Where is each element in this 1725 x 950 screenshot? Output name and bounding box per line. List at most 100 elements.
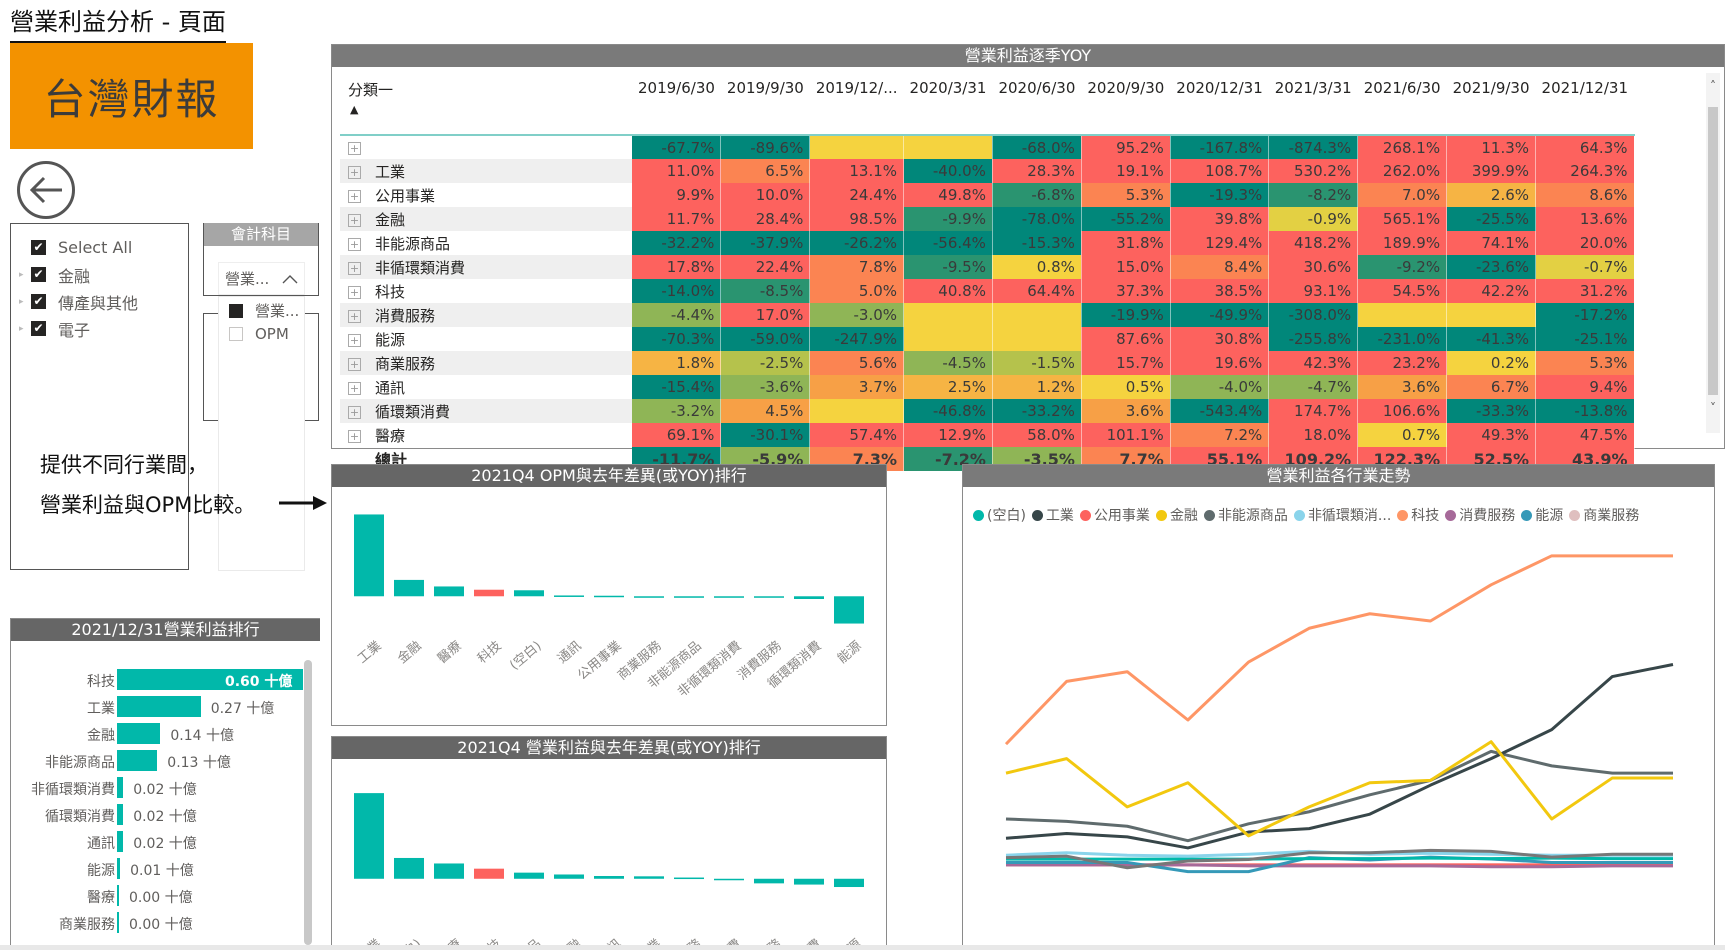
bar[interactable] <box>754 596 784 598</box>
expand-caret-icon[interactable]: ▸ <box>19 296 24 307</box>
bar-row[interactable]: 醫療 0.00 十億 <box>10 885 310 907</box>
legend-item[interactable]: 工業 <box>1031 505 1074 525</box>
expand-plus-icon[interactable]: + <box>348 237 361 251</box>
series-line[interactable] <box>1005 848 1673 870</box>
slicer-item[interactable]: ▸ ✔ 傳產與其他 <box>11 288 188 315</box>
legend-item[interactable]: 非循環類消... <box>1293 505 1391 525</box>
bar-row[interactable]: 能源 0.01 十億 <box>10 858 310 880</box>
bar[interactable] <box>117 723 161 744</box>
bar[interactable] <box>117 777 124 798</box>
checkbox[interactable]: ✔ <box>31 294 46 309</box>
scroll-up-icon[interactable]: ˄ <box>1710 79 1716 93</box>
bar[interactable] <box>394 857 424 879</box>
bar-row[interactable]: 商業服務 0.00 十億 <box>10 912 310 934</box>
bar[interactable] <box>834 878 864 888</box>
legend-item[interactable]: 非能源商品 <box>1203 505 1288 525</box>
bar-row[interactable]: 工業 0.27 十億 <box>10 696 310 718</box>
expand-plus-icon[interactable]: + <box>348 189 361 203</box>
bar[interactable] <box>554 874 584 879</box>
bar[interactable] <box>674 877 704 880</box>
bar[interactable] <box>794 878 824 885</box>
legend-item[interactable]: 科技 <box>1397 505 1439 525</box>
column-header[interactable]: 2020/6/30 <box>998 79 1076 97</box>
bar[interactable] <box>434 586 464 597</box>
legend-item[interactable]: (空白) <box>973 505 1026 525</box>
bar[interactable] <box>554 595 584 597</box>
dropdown-option[interactable]: OPM <box>219 322 304 345</box>
expand-plus-icon[interactable]: + <box>348 357 361 371</box>
bar[interactable] <box>514 872 544 879</box>
expand-plus-icon[interactable]: + <box>348 285 361 299</box>
bar[interactable] <box>117 804 124 825</box>
bar[interactable] <box>474 589 504 597</box>
column-header[interactable]: 2019/12/... <box>815 79 898 97</box>
series-line[interactable] <box>1005 740 1673 838</box>
legend-item[interactable]: 消費服務 <box>1445 505 1515 525</box>
series-line[interactable] <box>1004 554 1673 746</box>
series-line[interactable] <box>1005 663 1674 850</box>
bar[interactable] <box>634 876 664 879</box>
slicer-item[interactable]: ▸ ✔ 金融 <box>11 261 188 288</box>
bar-row[interactable]: 非循環類消費 0.02 十億 <box>10 777 310 799</box>
bar-row[interactable]: 金融 0.14 十億 <box>10 723 310 745</box>
expand-plus-icon[interactable]: + <box>348 381 361 395</box>
bar[interactable] <box>117 750 158 771</box>
column-header[interactable]: 2020/3/31 <box>909 79 987 97</box>
bar-row[interactable]: 循環類消費 0.02 十億 <box>10 804 310 826</box>
bar[interactable] <box>117 912 119 933</box>
expand-plus-icon[interactable]: + <box>348 213 361 227</box>
series-line[interactable] <box>1006 856 1673 861</box>
bar[interactable] <box>754 878 784 884</box>
series-line[interactable] <box>1005 749 1673 843</box>
legend-item[interactable]: 公用事業 <box>1079 505 1150 525</box>
legend-item[interactable]: 能源 <box>1521 505 1563 525</box>
bar-row[interactable]: 科技 0.60 十億 <box>10 669 310 691</box>
bar[interactable] <box>354 514 384 597</box>
checkbox[interactable]: ✔ <box>31 267 46 282</box>
expand-plus-icon[interactable]: + <box>348 333 361 347</box>
bar[interactable] <box>117 696 201 717</box>
column-header[interactable]: 2021/6/30 <box>1363 79 1441 97</box>
slicer-item[interactable]: ▸ ✔ 電子 <box>11 315 188 342</box>
column-header[interactable]: 2019/6/30 <box>638 79 715 97</box>
scrollbar-thumb[interactable] <box>1708 107 1718 395</box>
legend-item[interactable]: 商業服務 <box>1569 505 1639 525</box>
bar[interactable] <box>674 596 704 598</box>
bar[interactable] <box>714 596 744 598</box>
bar[interactable] <box>794 596 824 599</box>
account-dropdown[interactable]: 營業... <box>218 262 305 295</box>
bar-row[interactable]: 非能源商品 0.13 十億 <box>10 750 310 772</box>
bar[interactable] <box>394 579 424 597</box>
bar[interactable] <box>117 858 121 879</box>
bar-row[interactable]: 通訊 0.02 十億 <box>10 831 310 853</box>
expand-plus-icon[interactable]: + <box>348 405 361 419</box>
column-header[interactable]: 2021/12/31 <box>1541 79 1628 97</box>
expand-plus-icon[interactable]: + <box>348 165 361 179</box>
expand-caret-icon[interactable]: ▸ <box>19 269 24 280</box>
bar[interactable] <box>117 669 303 690</box>
back-button[interactable] <box>17 161 75 219</box>
expand-plus-icon[interactable]: + <box>348 141 361 155</box>
column-header[interactable]: 2020/12/31 <box>1176 79 1263 97</box>
expand-plus-icon[interactable]: + <box>348 309 361 323</box>
bar[interactable] <box>834 596 864 624</box>
bar[interactable] <box>594 595 624 598</box>
logo[interactable]: 台灣財報 <box>10 43 253 149</box>
bar[interactable] <box>634 596 664 598</box>
checkbox[interactable] <box>229 326 243 341</box>
bar[interactable] <box>354 793 384 879</box>
slicer-item[interactable]: ✔ Select All <box>11 234 188 261</box>
bar[interactable] <box>117 831 124 852</box>
bar[interactable] <box>434 863 464 879</box>
column-header[interactable]: 2019/9/30 <box>726 79 804 97</box>
expand-caret-icon[interactable]: ▸ <box>19 323 24 334</box>
expand-plus-icon[interactable]: + <box>348 261 361 275</box>
bar[interactable] <box>514 590 544 597</box>
dropdown-option[interactable]: 營業... <box>219 299 304 322</box>
bar[interactable] <box>474 868 504 879</box>
scroll-down-icon[interactable]: ˅ <box>1710 401 1716 415</box>
bar[interactable] <box>714 878 744 881</box>
bar[interactable] <box>117 885 119 906</box>
bar[interactable] <box>594 876 624 879</box>
column-header[interactable]: 2020/9/30 <box>1087 79 1165 97</box>
